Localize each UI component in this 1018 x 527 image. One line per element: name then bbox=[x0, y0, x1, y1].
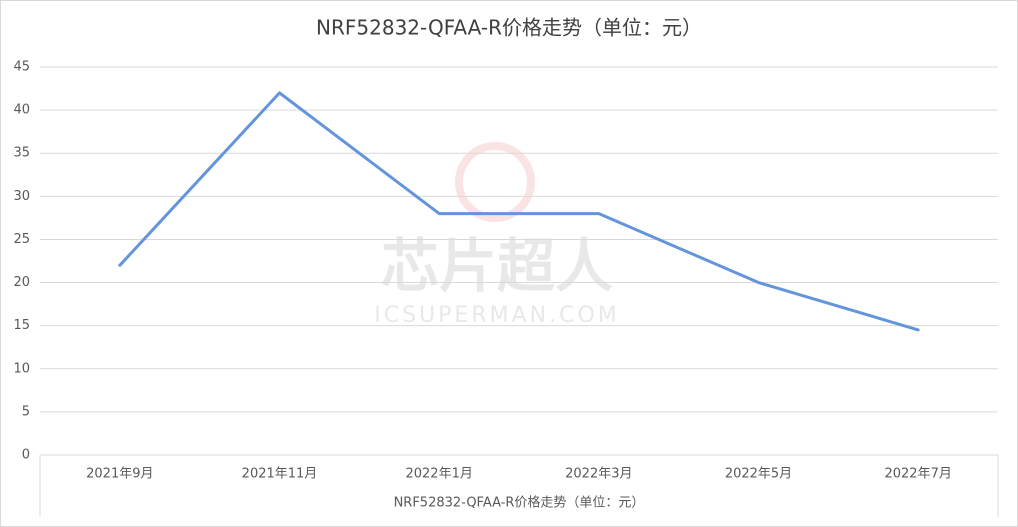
watermark-url: ICSUPERMAN.COM bbox=[374, 303, 620, 328]
x-tick-label: 2022年7月 bbox=[884, 467, 951, 482]
watermark-text: 芯片超人 bbox=[381, 232, 613, 300]
y-tick-label: 40 bbox=[13, 103, 30, 118]
watermark-group: 芯片超人 ICSUPERMAN.COM bbox=[374, 142, 620, 328]
x-tick-label: 2021年9月 bbox=[86, 467, 153, 482]
x-axis-label: NRF52832-QFAA-R价格走势（单位：元） bbox=[394, 495, 645, 511]
watermark-logo bbox=[455, 142, 535, 222]
y-tick-label: 45 bbox=[13, 60, 30, 75]
y-tick-label: 0 bbox=[22, 448, 30, 463]
y-tick-label: 25 bbox=[13, 232, 30, 247]
y-tick-label: 20 bbox=[13, 275, 30, 290]
x-tick-label: 2022年1月 bbox=[405, 467, 472, 482]
x-tick-label: 2022年3月 bbox=[565, 467, 632, 482]
chart-title: NRF52832-QFAA-R价格走势（单位：元） bbox=[316, 16, 702, 40]
x-tick-label: 2021年11月 bbox=[242, 467, 318, 482]
y-tick-label: 30 bbox=[13, 189, 30, 204]
x-tick-label: 2022年5月 bbox=[725, 467, 792, 482]
y-tick-label: 15 bbox=[13, 318, 30, 333]
y-tick-label: 5 bbox=[22, 404, 30, 419]
y-tick-label: 35 bbox=[13, 146, 30, 161]
y-tick-label: 10 bbox=[13, 361, 30, 376]
data-line bbox=[118, 91, 920, 332]
